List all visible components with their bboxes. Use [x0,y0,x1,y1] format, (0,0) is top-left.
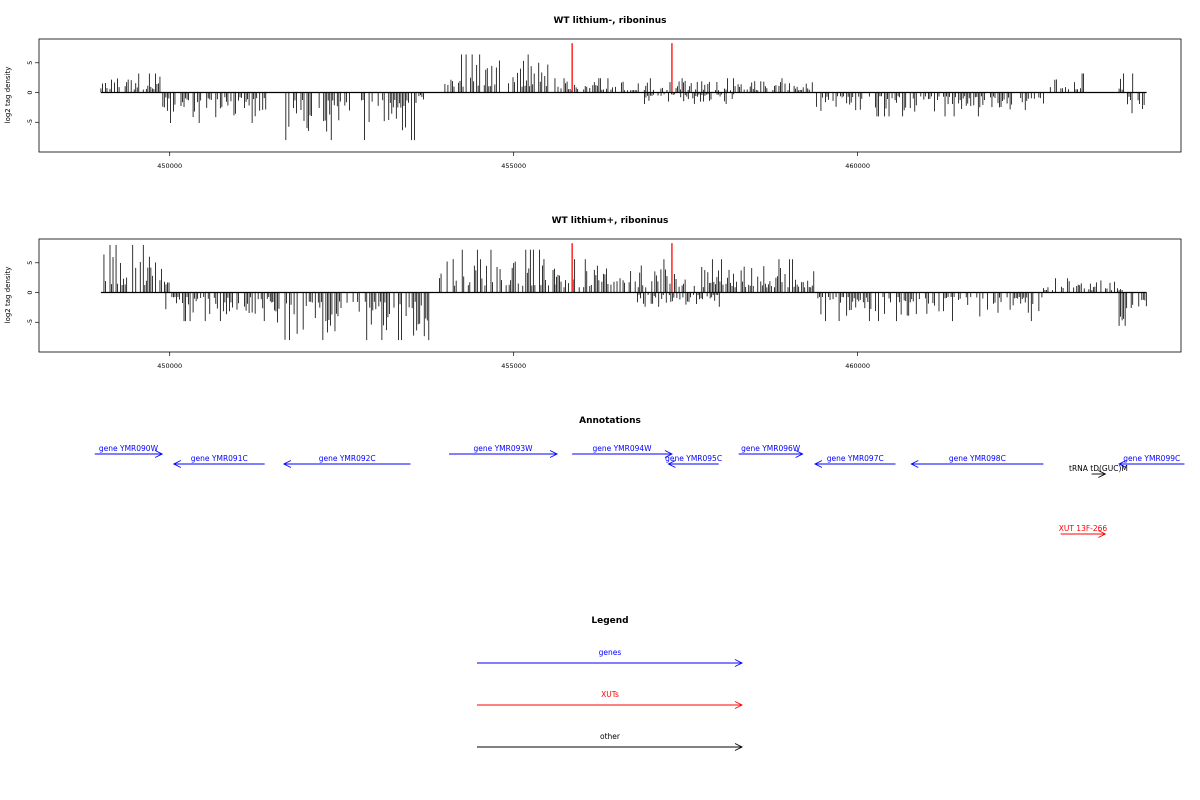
y-axis-label: log2 tag density [4,67,12,124]
annotation-label: gene YMR096W [741,444,801,453]
annotation-label: XUT 13F-266 [1059,524,1108,533]
annotation-label: gene YMR091C [191,454,248,463]
panel-title: WT lithium+, riboninus [552,216,669,226]
legend: Legend genes XUTs other [477,616,744,751]
annotation-arrowhead [154,450,164,458]
annotation-arrowhead [172,460,182,468]
annotation-feature: gene YMR090W [94,444,164,458]
legend-label: other [600,732,621,741]
x-tick-label: 460000 [845,162,870,170]
legend-arrowhead [734,743,744,751]
annotation-feature: gene YMR095C [665,454,722,468]
y-tick-label: -5 [26,119,34,125]
annotation-items: gene YMR090W gene YMR091C gene YMR092C gene… [94,444,1185,538]
y-tick-label: 0 [26,290,34,294]
x-axis: 450000 455000 460000 [157,352,870,370]
red-marks [571,243,673,293]
annotation-feature: gene YMR094W [572,444,673,458]
annotation-label: gene YMR094W [592,444,652,453]
annotation-arrowhead [667,460,676,468]
annotation-label: gene YMR098C [949,454,1006,463]
legend-items: genes XUTs other [477,648,744,751]
legend-title: Legend [591,616,628,626]
y-axis-label: log2 tag density [4,267,12,324]
legend-label: XUTs [601,690,619,699]
annotation-label: gene YMR099C [1123,454,1180,463]
annotation-feature: gene YMR099C [1118,454,1185,468]
annotation-label: gene YMR095C [665,454,722,463]
annotation-label: gene YMR090W [99,444,159,453]
y-axis: -5 0 5 [26,261,39,326]
bars [100,54,1145,141]
annotation-feature: tRNA tD(GUC)M [1069,464,1128,478]
x-tick-label: 455000 [501,362,526,370]
y-tick-label: 5 [26,61,34,65]
legend-label: genes [599,648,622,657]
density-panel-lithium-plus: WT lithium+, riboninus -5 0 5 450000 455000… [4,216,1182,370]
x-axis: 450000 455000 460000 [157,152,870,170]
panel-title: WT lithium-, riboninus [553,16,666,26]
annotation-arrowhead [1098,530,1107,538]
legend-item: genes [477,648,744,667]
annotation-feature: XUT 13F-266 [1059,524,1108,538]
x-tick-label: 450000 [157,362,182,370]
plot-frame [38,38,1182,153]
annotation-arrowhead [282,460,292,468]
plot-frame [38,238,1182,353]
annotation-arrowhead [1118,460,1127,468]
annotation-feature: gene YMR098C [910,454,1044,468]
y-tick-label: 5 [26,261,34,265]
annotation-label: tRNA tD(GUC)M [1069,464,1128,473]
annotation-feature: gene YMR097C [814,454,896,468]
y-tick-label: 0 [26,90,34,94]
bars [103,244,1147,341]
x-tick-label: 450000 [157,162,182,170]
annotations-title: Annotations [579,416,641,426]
y-axis: -5 0 5 [26,61,39,126]
legend-item: other [477,732,744,751]
annotation-feature: gene YMR092C [282,454,411,468]
legend-arrowhead [734,701,744,709]
annotation-arrowhead [910,460,919,468]
annotation-feature: gene YMR093W [449,444,559,458]
red-marks [571,43,673,93]
annotation-arrowhead [814,460,823,468]
legend-item: XUTs [477,690,744,709]
y-tick-label: -5 [26,319,34,325]
annotation-arrowhead [664,450,673,458]
annotation-arrowhead [795,450,804,458]
annotation-label: gene YMR093W [473,444,533,453]
annotation-feature: gene YMR096W [738,444,804,458]
x-tick-label: 460000 [845,362,870,370]
annotation-label: gene YMR092C [319,454,376,463]
x-tick-label: 455000 [501,162,526,170]
density-panel-lithium-minus: WT lithium-, riboninus -5 0 5 450000 455000… [4,16,1182,170]
annotation-feature: gene YMR091C [172,454,265,468]
annotation-label: gene YMR097C [827,454,884,463]
annotation-arrowhead [549,450,559,458]
annotation-arrowhead [1098,470,1107,478]
legend-arrowhead [734,659,744,667]
